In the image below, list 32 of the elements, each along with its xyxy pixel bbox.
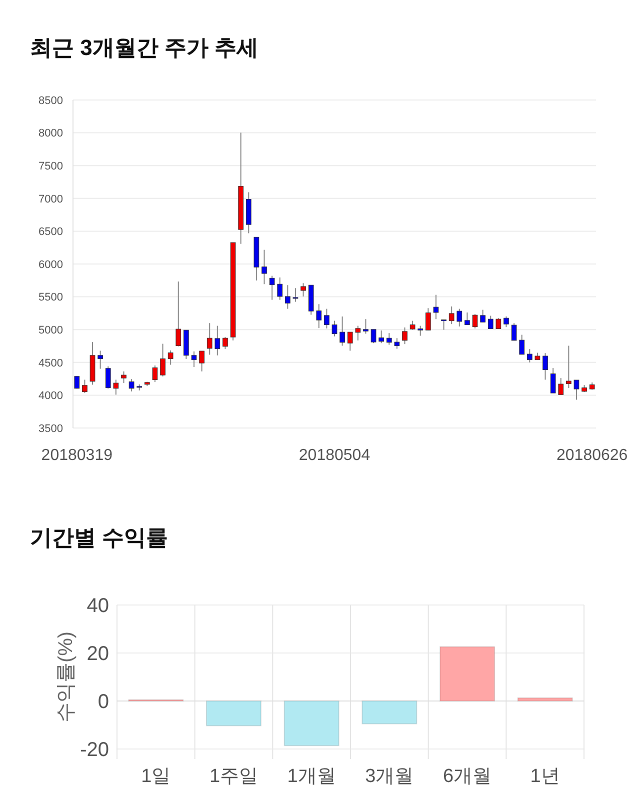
x-tick-label: 6개월 bbox=[442, 766, 492, 787]
x-tick-label: 20180319 bbox=[41, 447, 113, 464]
y-tick-label: 6500 bbox=[38, 226, 63, 238]
bar bbox=[362, 700, 418, 724]
x-tick-label: 20180626 bbox=[556, 447, 628, 464]
y-tick-label: 6000 bbox=[38, 258, 63, 271]
y-tick-label: 7000 bbox=[38, 193, 63, 206]
x-tick-label: 3개월 bbox=[365, 766, 414, 787]
y-tick-label: 4500 bbox=[38, 357, 63, 370]
chart-title: 최근 3개월간 주가 추세 bbox=[30, 35, 259, 60]
y-tick-label: 40 bbox=[86, 595, 109, 617]
x-tick-label: 1년 bbox=[530, 766, 560, 787]
bar bbox=[440, 646, 495, 702]
y-tick-label: 5000 bbox=[38, 324, 63, 336]
x-tick-label: 1일 bbox=[141, 766, 171, 787]
y-tick-label: 8500 bbox=[38, 94, 63, 107]
y-tick-label: 7500 bbox=[38, 160, 63, 172]
x-tick-label: 20180504 bbox=[298, 447, 370, 464]
y-tick-label: 3500 bbox=[38, 422, 63, 435]
y-axis-title: 수익률(%) bbox=[55, 631, 77, 723]
chart-title: 기간별 수익률 bbox=[30, 525, 168, 550]
y-tick-label: 5500 bbox=[38, 292, 63, 304]
bar bbox=[206, 700, 262, 726]
y-tick-label: 4000 bbox=[38, 390, 63, 402]
y-tick-label: 8000 bbox=[38, 128, 63, 140]
y-tick-label: 0 bbox=[98, 691, 109, 713]
y-tick-label: 20 bbox=[86, 643, 109, 665]
bar bbox=[517, 697, 573, 702]
x-tick-label: 1개월 bbox=[287, 766, 336, 787]
x-tick-label: 1주일 bbox=[209, 766, 258, 787]
y-tick-label: -20 bbox=[80, 739, 109, 761]
bar bbox=[284, 700, 340, 746]
